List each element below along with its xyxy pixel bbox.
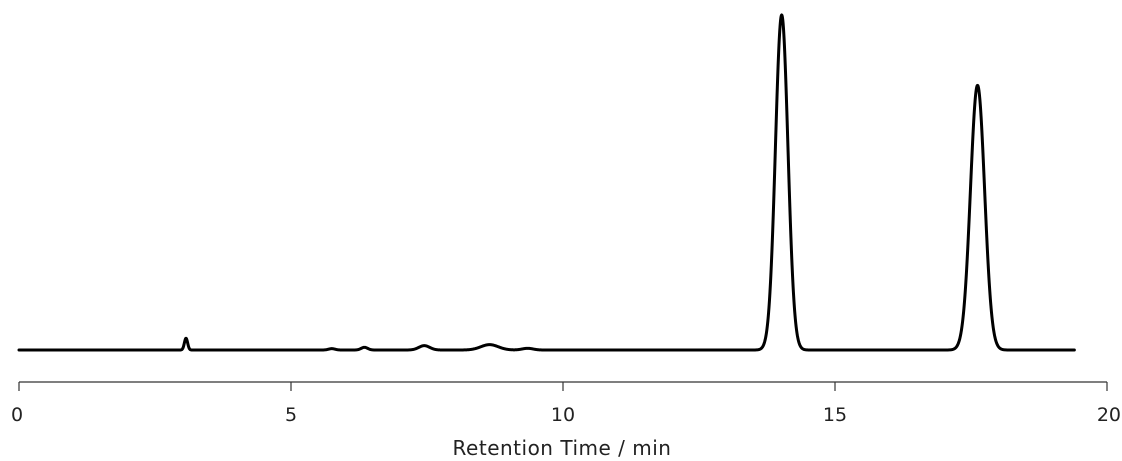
chromatogram-trace <box>17 13 1076 352</box>
x-tick-label: 15 <box>823 404 847 426</box>
x-axis-tick-labels: 0 5 10 15 20 <box>11 404 1121 426</box>
x-tick-label: 10 <box>551 404 575 426</box>
x-tick-label: 0 <box>11 404 23 426</box>
x-axis-ticks <box>18 382 1108 391</box>
x-axis-title: Retention Time / min <box>453 436 672 460</box>
x-tick-label: 5 <box>285 404 297 426</box>
x-tick-label: 20 <box>1097 404 1121 426</box>
